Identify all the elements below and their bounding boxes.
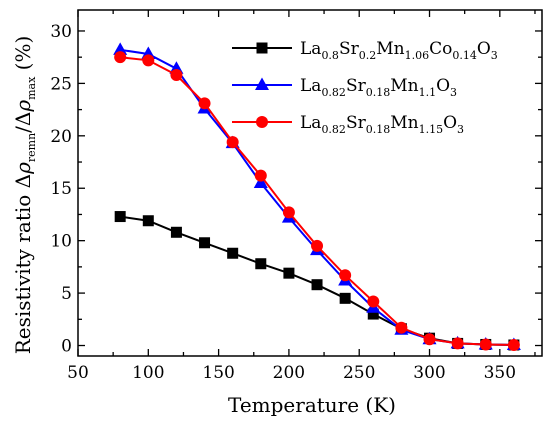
series-line: [120, 56, 514, 346]
data-point: [283, 267, 295, 279]
y-tick-label: 30: [50, 22, 72, 42]
y-axis-title-part: /Δ: [11, 112, 35, 133]
legend-label-part: 1.1: [419, 86, 437, 99]
y-tick-label: 20: [50, 127, 72, 147]
y-axis-title: Resistivity ratio Δρremn/Δρmax (%): [11, 36, 38, 355]
data-point: [199, 237, 211, 249]
data-point: [255, 258, 267, 270]
x-tick-label: 50: [67, 363, 89, 383]
data-point: [311, 279, 323, 291]
data-point: [253, 175, 268, 188]
data-point: [226, 136, 239, 149]
legend-label-part: 3: [457, 123, 464, 136]
legend-label-part: 0.18: [366, 123, 391, 136]
x-tick-label: 250: [343, 363, 375, 383]
x-tick-label: 350: [484, 363, 516, 383]
legend-label-part: Mn: [390, 113, 418, 133]
data-point: [142, 215, 154, 227]
legend-label-part: O: [477, 39, 491, 59]
legend-label-part: O: [436, 76, 450, 96]
data-point: [395, 321, 408, 334]
legend-item: La0.8Sr0.2Mn1.06Co0.14O3: [232, 39, 498, 62]
legend-label-part: Mn: [390, 76, 418, 96]
y-axis-title-part: (%): [11, 36, 35, 77]
legend-label-part: 0.82: [321, 86, 346, 99]
data-point: [198, 97, 211, 110]
x-axis: 50 100 150 200 250 300 350: [67, 10, 536, 383]
plot-frame: [77, 9, 543, 357]
data-point: [113, 42, 128, 55]
series-1: [114, 211, 520, 351]
x-axis-title: Temperature (K): [228, 393, 396, 417]
legend-label-part: 3: [491, 49, 498, 62]
data-point: [114, 51, 127, 64]
legend-marker: [256, 116, 268, 128]
y-tick-label: 5: [61, 284, 72, 304]
data-point: [311, 239, 324, 252]
data-point: [142, 54, 155, 67]
legend-label-part: 0.14: [452, 49, 477, 62]
data-point: [170, 69, 183, 82]
legend-marker: [255, 77, 269, 90]
legend-label-part: La: [300, 76, 321, 96]
y-axis-title-part: remn: [25, 133, 38, 162]
legend-label-part: Co: [429, 39, 452, 59]
legend-label-part: O: [443, 113, 457, 133]
legend: La0.8Sr0.2Mn1.06Co0.14O3La0.82Sr0.18Mn1.…: [232, 39, 498, 136]
data-point: [114, 211, 126, 223]
legend-label-part: 0.82: [321, 123, 346, 136]
y-tick-label: 15: [50, 179, 72, 199]
y-axis-title-part: max: [25, 76, 38, 100]
data-point: [254, 169, 267, 182]
x-tick-label: 300: [413, 363, 445, 383]
y-tick-label: 0: [61, 337, 72, 357]
legend-label-part: La: [300, 39, 321, 59]
legend-label-part: 0.8: [321, 49, 339, 62]
legend-label-part: 1.06: [405, 49, 430, 62]
legend-label-part: Mn: [376, 39, 404, 59]
legend-label-part: Sr: [339, 39, 360, 59]
series-3: [114, 51, 520, 351]
data-point: [423, 333, 436, 346]
legend-label-part: Sr: [346, 113, 367, 133]
legend-label-part: La: [300, 113, 321, 133]
y-axis-title-part: Resistivity ratio Δ: [11, 174, 35, 354]
legend-label-part: 0.2: [359, 49, 377, 62]
series-layer: [113, 42, 521, 351]
data-point: [339, 269, 352, 282]
legend-item: La0.82Sr0.18Mn1.15O3: [232, 113, 464, 136]
data-point: [507, 338, 520, 351]
x-tick-label: 200: [273, 363, 305, 383]
y-axis-title-part: ρ: [11, 162, 35, 175]
y-tick-label: 10: [50, 232, 72, 252]
data-point: [451, 337, 464, 350]
plot-area: [77, 9, 543, 357]
data-point: [479, 338, 492, 351]
legend-label: La0.82Sr0.18Mn1.15O3: [300, 113, 464, 136]
y-axis-title-part: ρ: [11, 100, 35, 113]
legend-label-part: Sr: [346, 76, 367, 96]
legend-label-part: 3: [450, 86, 457, 99]
data-point: [367, 295, 380, 308]
legend-label: La0.82Sr0.18Mn1.1O3: [300, 76, 457, 99]
legend-item: La0.82Sr0.18Mn1.1O3: [232, 76, 457, 99]
x-tick-label: 150: [202, 363, 234, 383]
x-tick-label: 100: [132, 363, 164, 383]
data-point: [227, 247, 239, 259]
data-point: [170, 226, 182, 238]
y-axis: 0 5 10 15 20 25 30: [50, 22, 542, 357]
data-point: [339, 292, 351, 304]
legend-label-part: 1.15: [419, 123, 444, 136]
legend-label: La0.8Sr0.2Mn1.06Co0.14O3: [300, 39, 498, 62]
data-point: [367, 308, 379, 320]
data-point: [282, 206, 295, 219]
legend-marker: [256, 42, 268, 54]
y-tick-label: 25: [50, 74, 72, 94]
legend-label-part: 0.18: [366, 86, 391, 99]
